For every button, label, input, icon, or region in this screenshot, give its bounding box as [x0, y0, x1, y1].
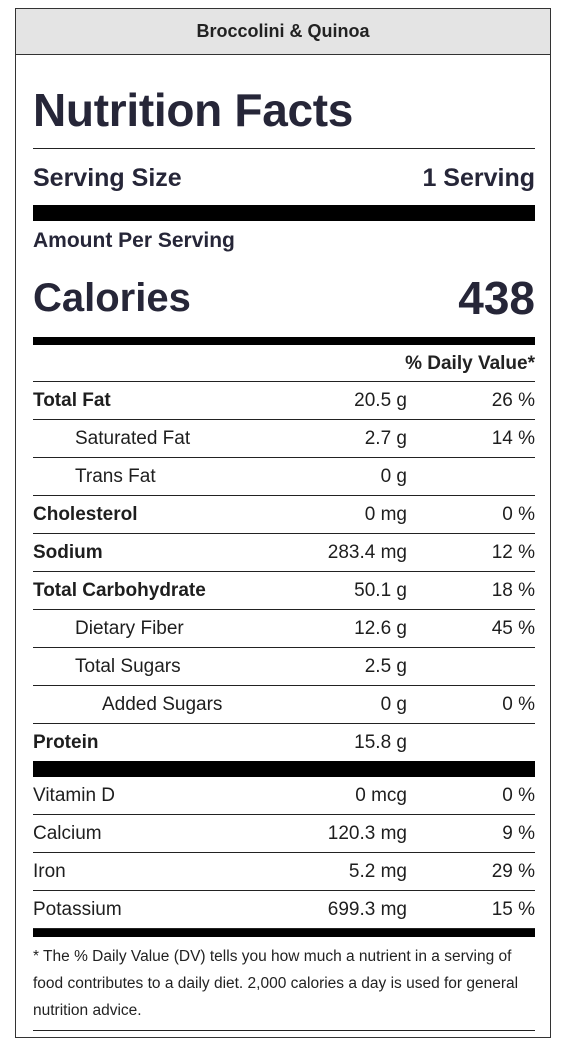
nutrient-name: Trans Fat — [75, 465, 156, 487]
nutrient-daily-value: 0 % — [502, 784, 535, 806]
vitamin-row-iron: Iron 5.2 mg 29 % — [33, 853, 535, 891]
nutrient-name: Total Sugars — [75, 655, 181, 677]
nutrient-amount: 12.6 g — [354, 617, 407, 639]
nutrient-row-dietary-fiber: Dietary Fiber 12.6 g 45 % — [33, 610, 535, 648]
recipe-title: Broccolini & Quinoa — [16, 9, 550, 55]
nutrient-name: Dietary Fiber — [75, 617, 184, 639]
nutrient-name: Saturated Fat — [75, 427, 191, 449]
amount-per-serving: Amount Per Serving — [33, 229, 235, 252]
nutrient-amount: 699.3 mg — [327, 898, 407, 920]
nutrient-name: Cholesterol — [33, 503, 138, 525]
nutrient-daily-value: 45 % — [491, 617, 535, 639]
calories-row: Calories 438 — [33, 267, 535, 329]
nutrient-row-total-sugars: Total Sugars 2.5 g — [33, 648, 535, 686]
vitamin-row-potassium: Potassium 699.3 mg 15 % — [33, 891, 535, 929]
serving-size-value: 1 Serving — [422, 163, 535, 192]
daily-value-footnote: * The % Daily Value (DV) tells you how m… — [33, 948, 519, 1019]
nutrient-daily-value: 18 % — [491, 579, 535, 601]
thick-divider — [33, 205, 535, 221]
nutrient-daily-value: 12 % — [491, 541, 535, 563]
nutrition-facts-heading: Nutrition Facts — [33, 84, 354, 136]
nutrient-amount: 15.8 g — [354, 731, 407, 753]
nutrient-amount: 0 g — [380, 693, 407, 715]
nutrient-amount: 0 g — [380, 465, 407, 487]
nutrient-name: Iron — [33, 860, 66, 882]
daily-value-header: % Daily Value* — [405, 353, 535, 374]
nutrient-amount: 5.2 mg — [348, 860, 407, 882]
thick-divider — [33, 761, 535, 777]
divider — [33, 148, 535, 149]
serving-size-row: Serving Size 1 Serving — [33, 157, 535, 199]
nutrient-amount: 283.4 mg — [327, 541, 407, 563]
nutrition-label: Broccolini & Quinoa Nutrition Facts Serv… — [15, 8, 551, 1038]
nutrient-amount: 120.3 mg — [327, 822, 407, 844]
nutrient-row-trans-fat: Trans Fat 0 g — [33, 458, 535, 496]
nutrient-name: Calcium — [33, 822, 102, 844]
nutrient-amount: 0 mcg — [355, 784, 407, 806]
nutrient-amount: 2.5 g — [364, 655, 407, 677]
divider — [33, 381, 535, 382]
nutrient-daily-value: 14 % — [491, 427, 535, 449]
nutrient-row-saturated-fat: Saturated Fat 2.7 g 14 % — [33, 420, 535, 458]
nutrient-amount: 0 mg — [364, 503, 407, 525]
nutrient-row-protein: Protein 15.8 g — [33, 724, 535, 761]
vitamin-row-calcium: Calcium 120.3 mg 9 % — [33, 815, 535, 853]
nutrient-name: Vitamin D — [33, 784, 116, 806]
nutrient-row-sodium: Sodium 283.4 mg 12 % — [33, 534, 535, 572]
nutrient-daily-value: 26 % — [491, 389, 535, 411]
calories-label: Calories — [33, 275, 191, 320]
nutrition-body: Nutrition Facts Serving Size 1 Serving A… — [33, 54, 535, 1031]
nutrient-name: Added Sugars — [102, 693, 223, 715]
medium-divider — [33, 337, 535, 345]
nutrient-daily-value: 15 % — [491, 898, 535, 920]
nutrient-daily-value: 0 % — [502, 693, 535, 715]
nutrient-name: Protein — [33, 731, 99, 753]
nutrient-name: Potassium — [33, 898, 122, 920]
nutrient-name: Total Fat — [33, 389, 111, 411]
nutrient-row-added-sugars: Added Sugars 0 g 0 % — [33, 686, 535, 724]
calories-value: 438 — [458, 272, 535, 324]
nutrient-daily-value: 0 % — [502, 503, 535, 525]
nutrient-row-cholesterol: Cholesterol 0 mg 0 % — [33, 496, 535, 534]
nutrient-name: Total Carbohydrate — [33, 579, 206, 601]
nutrient-row-total-carbohydrate: Total Carbohydrate 50.1 g 18 % — [33, 572, 535, 610]
nutrient-list: Total Fat 20.5 g 26 % Saturated Fat 2.7 … — [33, 382, 535, 761]
nutrient-name: Sodium — [33, 541, 103, 563]
serving-size-label: Serving Size — [33, 163, 182, 192]
nutrient-daily-value: 29 % — [491, 860, 535, 882]
nutrient-row-total-fat: Total Fat 20.5 g 26 % — [33, 382, 535, 420]
nutrient-daily-value: 9 % — [502, 822, 535, 844]
medium-divider — [33, 929, 535, 937]
nutrient-amount: 2.7 g — [364, 427, 407, 449]
divider — [33, 1030, 535, 1031]
nutrient-amount: 20.5 g — [354, 389, 407, 411]
vitamin-mineral-list: Vitamin D 0 mcg 0 % Calcium 120.3 mg 9 %… — [33, 777, 535, 929]
nutrient-amount: 50.1 g — [354, 579, 407, 601]
vitamin-row-vitamin-d: Vitamin D 0 mcg 0 % — [33, 777, 535, 815]
